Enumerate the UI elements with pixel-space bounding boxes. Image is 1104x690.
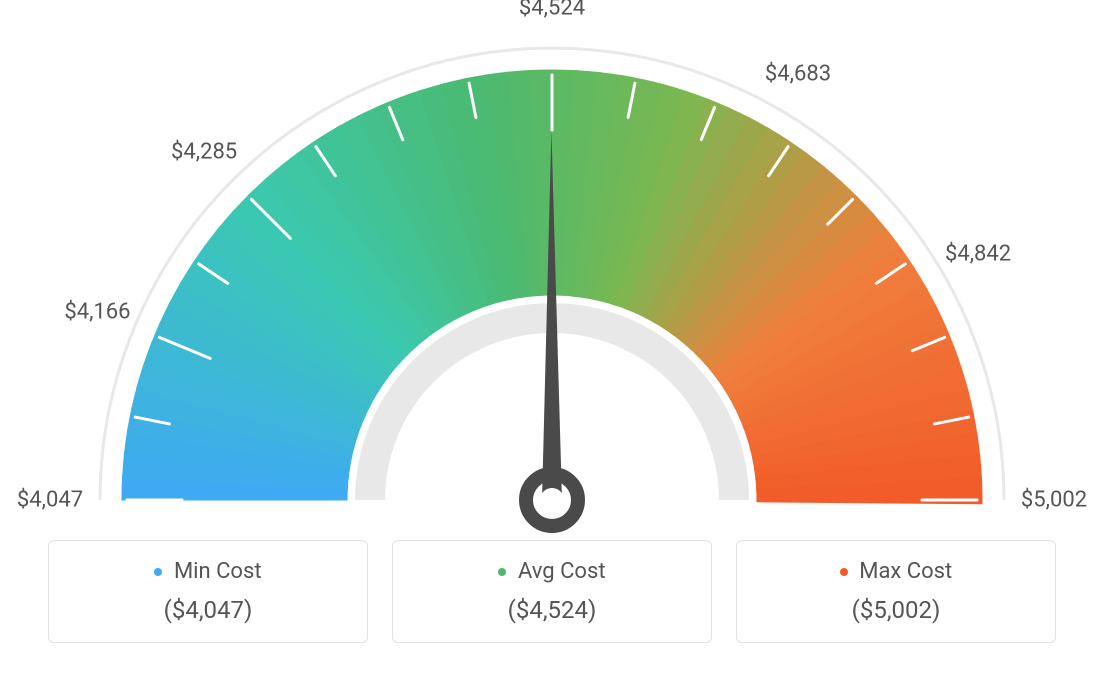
min-cost-label: Min Cost xyxy=(174,559,262,584)
max-cost-title: Max Cost xyxy=(737,559,1055,584)
min-dot-icon xyxy=(154,568,162,576)
avg-cost-label: Avg Cost xyxy=(518,559,606,584)
gauge-tick-label: $4,524 xyxy=(519,0,585,21)
max-cost-value: ($5,002) xyxy=(737,596,1055,624)
gauge-tick-label: $4,166 xyxy=(64,299,130,324)
max-cost-card: Max Cost ($5,002) xyxy=(736,540,1056,643)
avg-cost-title: Avg Cost xyxy=(393,559,711,584)
max-cost-label: Max Cost xyxy=(859,559,952,584)
avg-cost-value: ($4,524) xyxy=(393,596,711,624)
gauge-tick-label: $5,002 xyxy=(1021,488,1087,513)
min-cost-title: Min Cost xyxy=(49,559,367,584)
gauge-tick-label: $4,842 xyxy=(945,242,1011,267)
avg-dot-icon xyxy=(498,568,506,576)
min-cost-value: ($4,047) xyxy=(49,596,367,624)
gauge-svg xyxy=(0,0,1104,540)
gauge-tick-label: $4,047 xyxy=(17,488,83,513)
cost-cards-row: Min Cost ($4,047) Avg Cost ($4,524) Max … xyxy=(48,540,1056,643)
min-cost-card: Min Cost ($4,047) xyxy=(48,540,368,643)
gauge-tick-label: $4,285 xyxy=(171,140,237,165)
avg-cost-card: Avg Cost ($4,524) xyxy=(392,540,712,643)
max-dot-icon xyxy=(840,568,848,576)
cost-gauge: $4,047 $4,166 $4,285 $4,524 $4,683 $4,842 $5,0… xyxy=(0,0,1104,540)
gauge-tick-label: $4,683 xyxy=(765,61,831,86)
